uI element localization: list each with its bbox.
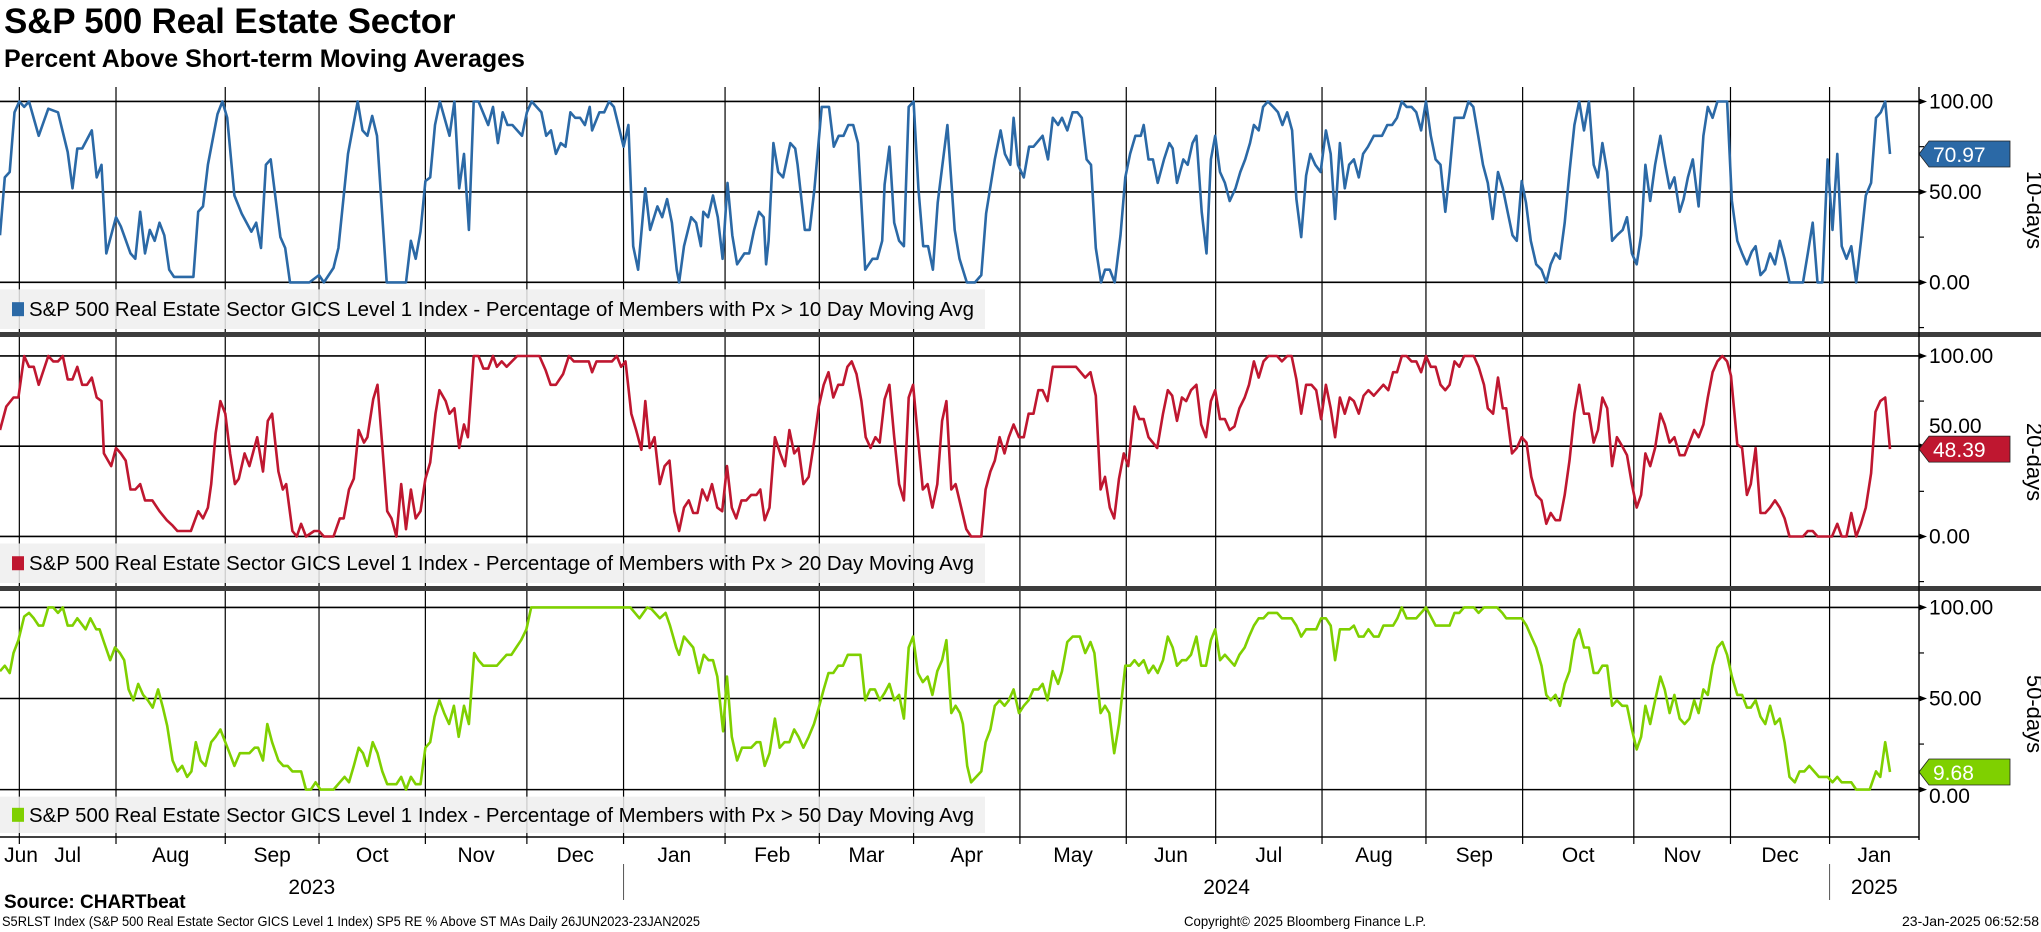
footer-description: S5RLST Index (S&P 500 Real Estate Sector… <box>2 913 700 929</box>
y-tick-label: 0.00 <box>1929 525 1970 548</box>
legend-swatch <box>12 807 24 822</box>
month-label: Oct <box>1562 844 1595 867</box>
year-label: 2024 <box>1203 876 1250 899</box>
month-label: Aug <box>1355 844 1392 867</box>
year-label: 2023 <box>288 876 335 899</box>
series-line-20-days <box>0 354 1892 538</box>
legend-label: S&P 500 Real Estate Sector GICS Level 1 … <box>29 553 974 575</box>
month-label: Jan <box>657 844 691 867</box>
last-value-tag <box>1918 435 2011 463</box>
month-label: Nov <box>457 844 495 867</box>
panel-axis-label: 50-days <box>2022 675 2041 753</box>
legend-box <box>0 796 985 833</box>
axes: 100.00 50.00 0.00 70.97 10-days 100.00 50.00 0.… <box>0 87 2041 900</box>
month-label: Jul <box>1255 844 1282 867</box>
major-tick <box>1919 279 1927 286</box>
month-label: Mar <box>848 844 884 867</box>
y-tick-label: 50.00 <box>1929 181 1982 204</box>
major-tick <box>1919 786 1927 793</box>
month-label: Jun <box>4 844 38 867</box>
month-label: Apr <box>950 844 983 867</box>
series-line-50-days <box>0 606 1892 791</box>
month-label: Jun <box>1154 844 1188 867</box>
y-tick-label: 0.00 <box>1929 785 1970 808</box>
month-label: Nov <box>1663 844 1701 867</box>
major-tick <box>1919 98 1927 105</box>
last-value-label: 70.97 <box>1933 144 1986 167</box>
legend-label: S&P 500 Real Estate Sector GICS Level 1 … <box>29 299 974 321</box>
series-lines <box>0 100 1892 791</box>
y-tick-label: 100.00 <box>1929 90 1993 113</box>
year-label: 2025 <box>1851 876 1898 899</box>
legend-label: S&P 500 Real Estate Sector GICS Level 1 … <box>29 805 974 827</box>
legend-swatch <box>12 302 24 317</box>
legends: S&P 500 Real Estate Sector GICS Level 1 … <box>0 289 985 833</box>
series-line-10-days <box>0 100 1892 284</box>
month-label: Feb <box>754 844 790 867</box>
legend-box <box>0 543 985 583</box>
month-label: Sep <box>253 844 290 867</box>
last-value-tag <box>1918 140 2011 168</box>
panel-axis-label: 10-days <box>2022 171 2041 249</box>
panel-separator <box>0 586 2041 591</box>
y-tick-label: 50.00 <box>1929 415 1982 438</box>
major-tick <box>1919 188 1927 195</box>
footer-timestamp: 23-Jan-2025 06:52:58 <box>1902 913 2039 929</box>
month-label: Sep <box>1456 844 1493 867</box>
month-label: Jan <box>1857 844 1891 867</box>
y-tick-label: 50.00 <box>1929 688 1982 711</box>
panel-axis-label: 20-days <box>2022 423 2041 501</box>
y-tick-label: 100.00 <box>1929 345 1993 368</box>
last-value-tag <box>1918 758 2011 786</box>
chart-title: S&P 500 Real Estate Sector <box>4 2 456 41</box>
major-tick <box>1919 352 1927 359</box>
chart-subtitle: Percent Above Short-term Moving Averages <box>4 45 525 73</box>
month-label: Oct <box>356 844 389 867</box>
month-label: Dec <box>557 844 594 867</box>
last-value-label: 9.68 <box>1933 762 1974 785</box>
legend-box <box>0 289 985 329</box>
month-label: Dec <box>1761 844 1798 867</box>
major-tick <box>1919 695 1927 702</box>
legend-swatch <box>12 556 24 571</box>
major-tick <box>1919 604 1927 611</box>
y-tick-label: 100.00 <box>1929 596 1993 619</box>
major-tick <box>1919 533 1927 540</box>
month-label: Jul <box>54 844 81 867</box>
month-label: May <box>1053 844 1093 867</box>
last-value-label: 48.39 <box>1933 439 1986 462</box>
source-label: Source: CHARTbeat <box>4 892 186 913</box>
panel-separator <box>0 332 2041 337</box>
month-label: Aug <box>152 844 189 867</box>
y-tick-label: 0.00 <box>1929 271 1970 294</box>
footer-copyright: Copyright© 2025 Bloomberg Finance L.P. <box>1184 913 1426 929</box>
